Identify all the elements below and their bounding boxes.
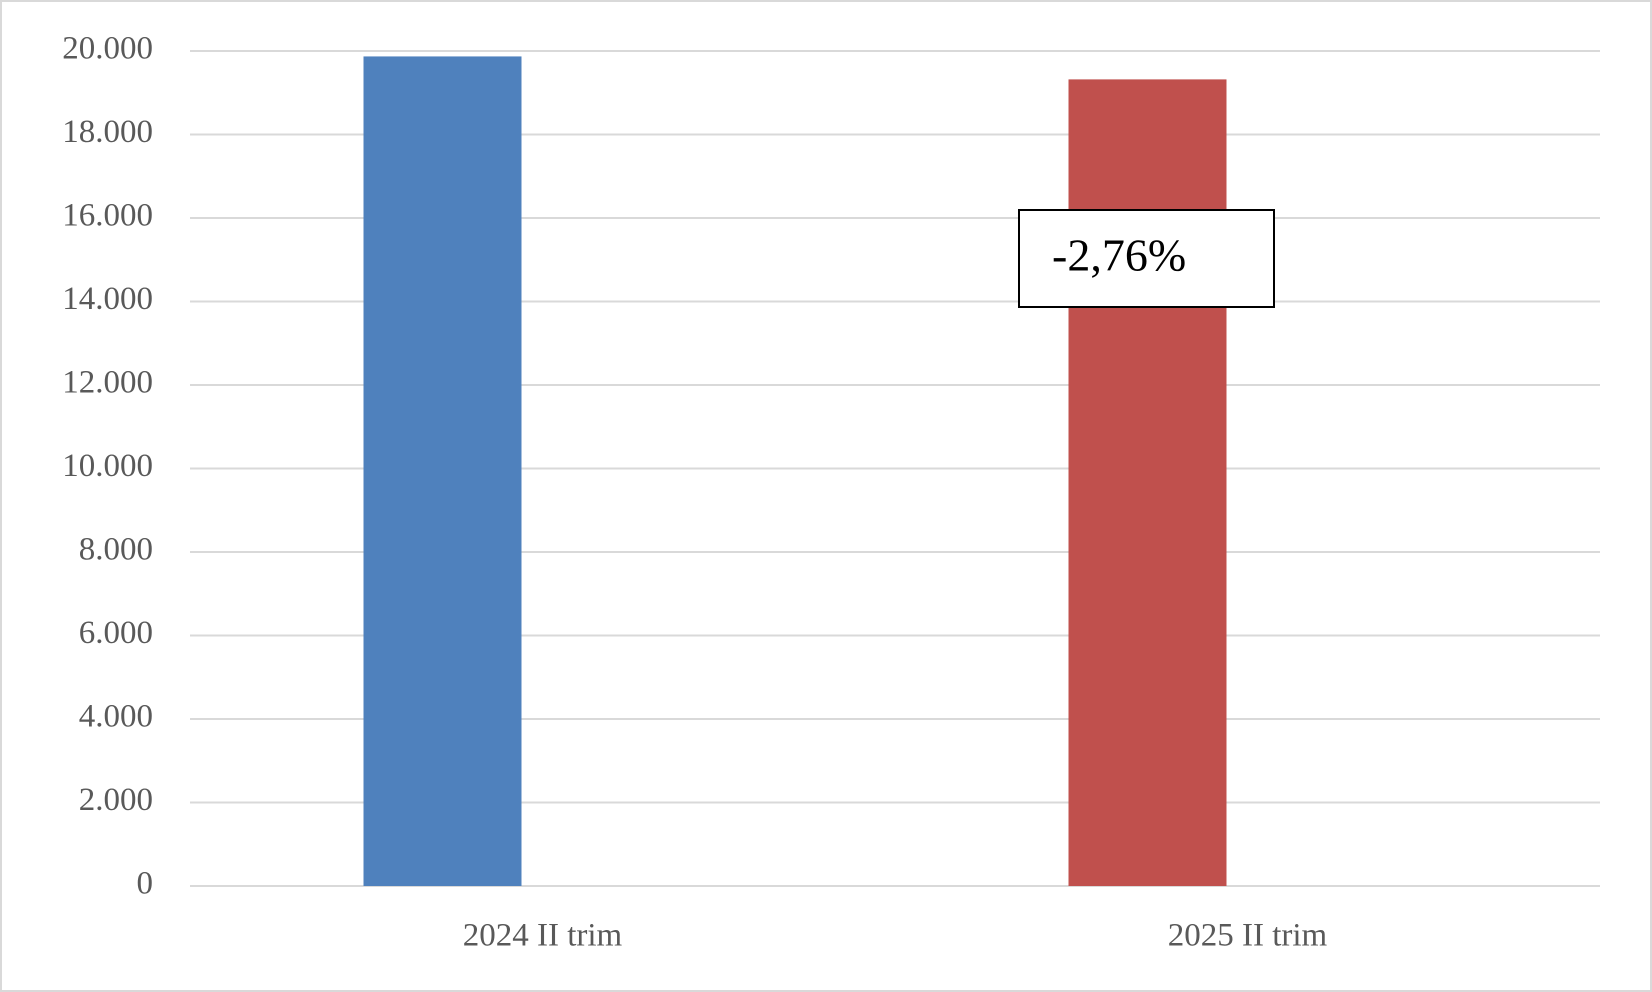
y-tick-label: 20.000 [62, 31, 153, 67]
y-tick-label: 4.000 [79, 699, 153, 735]
x-tick-label: 2024 II trim [463, 918, 623, 954]
bar [1068, 79, 1227, 886]
y-tick-label: 10.000 [62, 448, 153, 484]
x-tick-label: 2025 II trim [1168, 918, 1328, 954]
y-tick-label: 2.000 [79, 782, 153, 818]
bar [363, 56, 522, 887]
y-tick-label: 16.000 [62, 198, 153, 234]
y-tick-label: 14.000 [62, 281, 153, 317]
annotation: -2,76% [1052, 230, 1186, 281]
annotation-box [1018, 209, 1275, 308]
y-tick-label: 18.000 [62, 114, 153, 150]
y-tick-label: 0 [137, 866, 154, 902]
y-tick-label: 6.000 [79, 615, 153, 651]
y-tick-label: 12.000 [62, 365, 153, 401]
y-tick-label: 8.000 [79, 532, 153, 568]
